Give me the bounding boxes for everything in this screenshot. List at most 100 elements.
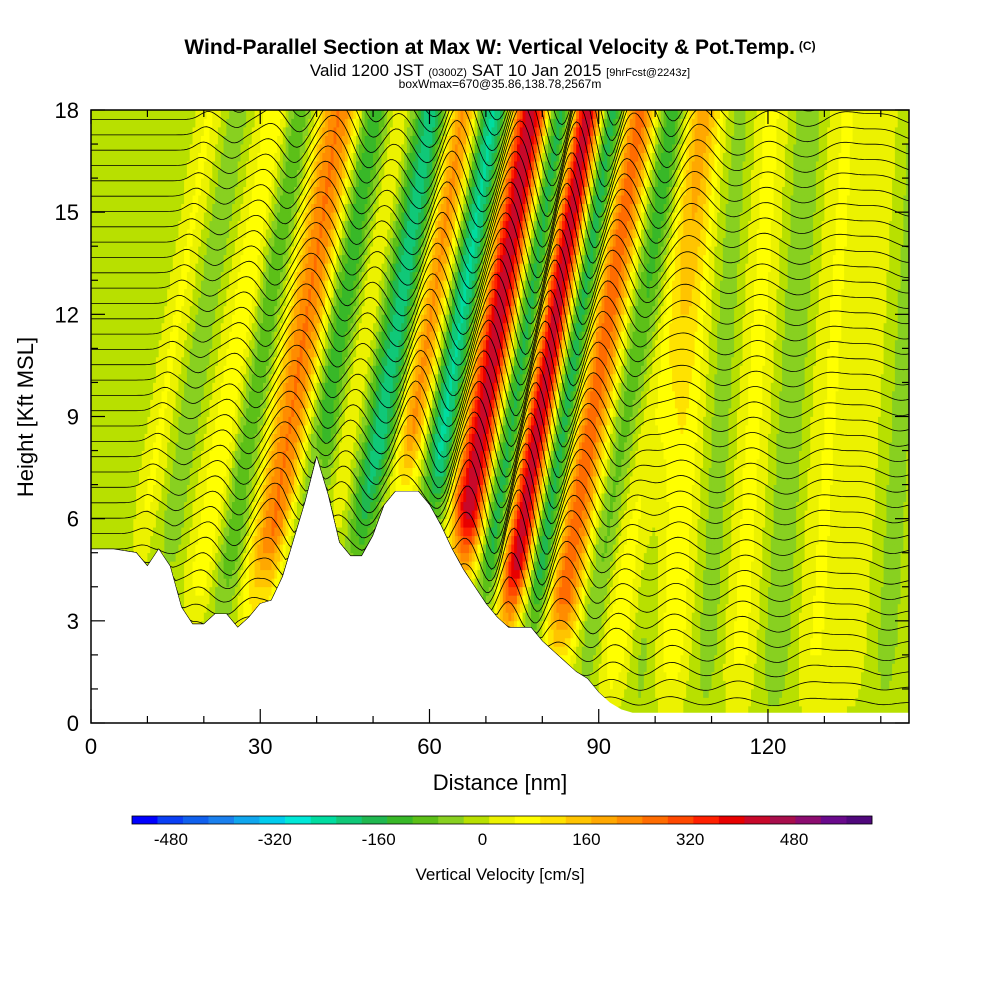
velocity-cell xyxy=(158,288,162,298)
velocity-cell xyxy=(203,390,208,400)
velocity-cell xyxy=(113,288,117,298)
velocity-cell xyxy=(201,186,205,196)
velocity-cell xyxy=(257,518,261,528)
velocity-cell xyxy=(178,348,182,358)
velocity-cell xyxy=(189,203,193,213)
velocity-cell xyxy=(265,510,270,520)
velocity-cell xyxy=(93,178,98,188)
velocity-cell xyxy=(164,467,168,477)
velocity-cell xyxy=(271,390,275,400)
velocity-cell xyxy=(136,212,140,222)
velocity-cell xyxy=(229,161,233,170)
velocity-cell xyxy=(271,399,275,409)
velocity-cell xyxy=(223,263,227,273)
velocity-cell xyxy=(133,459,137,468)
velocity-cell xyxy=(209,254,213,264)
velocity-cell xyxy=(93,229,98,239)
velocity-cell xyxy=(271,271,275,281)
velocity-cell xyxy=(206,322,210,332)
velocity-cell xyxy=(212,178,216,188)
velocity-cell xyxy=(189,544,193,554)
velocity-cell xyxy=(144,339,148,349)
velocity-cell xyxy=(201,552,205,562)
velocity-cell xyxy=(243,220,247,230)
velocity-cell xyxy=(122,450,126,460)
velocity-cell xyxy=(167,280,171,290)
velocity-cell xyxy=(167,544,171,554)
velocity-cell xyxy=(147,425,151,434)
velocity-cell xyxy=(144,484,148,494)
velocity-cell xyxy=(215,110,219,119)
velocity-cell xyxy=(155,425,160,434)
velocity-cell xyxy=(122,152,126,162)
velocity-cell xyxy=(105,484,109,494)
velocity-cell xyxy=(234,237,239,247)
velocity-cell xyxy=(220,484,224,494)
velocity-cell xyxy=(99,382,103,392)
velocity-cell xyxy=(237,297,241,307)
velocity-cell xyxy=(141,382,145,392)
velocity-cell xyxy=(150,288,154,298)
velocity-cell xyxy=(192,144,196,153)
velocity-cell xyxy=(124,382,129,392)
velocity-cell xyxy=(248,110,253,119)
velocity-cell xyxy=(271,229,275,239)
velocity-cell xyxy=(201,220,205,230)
velocity-cell xyxy=(248,561,253,571)
velocity-cell xyxy=(178,331,182,341)
velocity-cell xyxy=(127,365,131,375)
velocity-cell xyxy=(124,271,129,281)
velocity-cell xyxy=(268,595,272,605)
velocity-cell xyxy=(172,288,177,298)
velocity-cell xyxy=(110,246,114,256)
velocity-cell xyxy=(282,314,287,324)
velocity-cell xyxy=(169,271,174,281)
velocity-cell xyxy=(263,390,267,400)
velocity-cell xyxy=(144,186,148,196)
velocity-cell xyxy=(217,484,222,494)
velocity-cell xyxy=(195,382,199,392)
velocity-cell xyxy=(263,569,267,579)
velocity-cell xyxy=(251,246,255,256)
velocity-cell xyxy=(212,237,216,247)
velocity-cell xyxy=(220,186,224,196)
velocity-cell xyxy=(215,271,219,281)
velocity-cell xyxy=(195,135,199,145)
velocity-cell xyxy=(243,331,247,341)
velocity-cell xyxy=(223,288,227,298)
velocity-cell xyxy=(246,254,250,264)
velocity-cell xyxy=(282,501,287,511)
velocity-cell xyxy=(251,544,255,554)
velocity-cell xyxy=(130,212,134,222)
velocity-cell xyxy=(268,450,272,460)
velocity-cell xyxy=(248,203,253,213)
velocity-cell xyxy=(263,382,267,392)
velocity-cell xyxy=(206,144,210,153)
velocity-cell xyxy=(175,373,179,383)
velocity-cell xyxy=(206,339,210,349)
velocity-cell xyxy=(161,118,165,128)
velocity-cell xyxy=(181,373,185,383)
velocity-cell xyxy=(195,254,199,264)
velocity-cell xyxy=(158,186,162,196)
velocity-cell xyxy=(158,144,162,153)
velocity-cell xyxy=(122,110,126,119)
velocity-cell xyxy=(254,493,258,503)
velocity-cell xyxy=(158,110,162,119)
velocity-cell xyxy=(209,450,213,460)
velocity-cell xyxy=(155,254,160,264)
velocity-cell xyxy=(91,288,95,298)
velocity-cell xyxy=(93,186,98,196)
velocity-cell xyxy=(268,305,272,315)
velocity-cell xyxy=(274,186,278,196)
velocity-cell xyxy=(158,356,162,366)
velocity-cell xyxy=(203,229,208,239)
velocity-cell xyxy=(136,271,140,281)
velocity-cell xyxy=(93,356,98,366)
velocity-cell xyxy=(195,373,199,383)
velocity-cell xyxy=(153,178,157,188)
velocity-cell xyxy=(184,322,188,332)
velocity-cell xyxy=(257,135,261,145)
velocity-cell xyxy=(155,246,160,256)
velocity-cell xyxy=(246,280,250,290)
